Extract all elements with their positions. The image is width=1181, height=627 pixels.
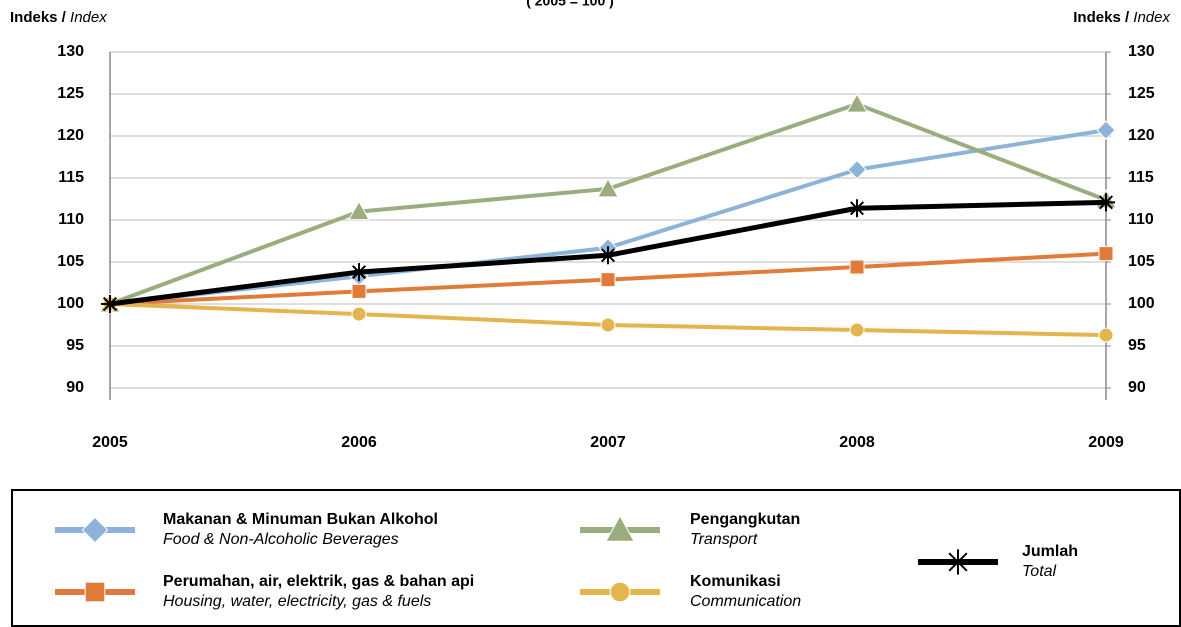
marker <box>609 581 631 603</box>
legend-label-en: Total <box>1022 563 1057 580</box>
marker-shape <box>351 283 367 299</box>
legend-label-en: Communication <box>690 593 801 610</box>
marker <box>351 306 367 322</box>
marker-shape <box>1098 246 1114 262</box>
marker-shape <box>847 159 867 180</box>
y2-tick-label: 115 <box>1128 169 1154 186</box>
marker <box>350 263 368 282</box>
marker-shape <box>605 514 635 542</box>
marker-shape <box>846 93 868 113</box>
y-tick-label: 110 <box>58 211 84 228</box>
legend-box <box>11 489 1181 627</box>
marker-shape <box>351 265 367 280</box>
y-tick-label: 90 <box>66 379 84 396</box>
marker <box>599 246 617 265</box>
marker <box>348 200 370 221</box>
marker-shape <box>609 581 631 603</box>
y-tick-label: 115 <box>58 169 84 186</box>
y-axis-label: Indeks / Index <box>10 9 107 26</box>
marker <box>1098 327 1114 343</box>
marker-shape <box>597 177 619 198</box>
marker-shape <box>948 552 968 572</box>
marker <box>849 322 865 338</box>
marker-shape <box>81 516 109 544</box>
marker <box>351 283 367 299</box>
marker <box>84 581 106 603</box>
marker-shape <box>1098 327 1114 343</box>
legend-item: Pengangkutan Transport <box>580 511 800 548</box>
marker <box>849 259 865 275</box>
marker-shape <box>351 306 367 322</box>
y-tick-label: 130 <box>57 43 84 60</box>
marker <box>945 549 971 575</box>
x-tick-label: 2008 <box>839 434 875 451</box>
y-tick-label: 120 <box>57 127 84 144</box>
y2-tick-label: 125 <box>1128 85 1155 102</box>
legend-label-en: Transport <box>690 531 758 548</box>
marker-shape <box>84 581 106 603</box>
marker-shape <box>600 272 616 288</box>
legend-label: Komunikasi <box>690 573 781 590</box>
marker-shape <box>849 322 865 338</box>
legend-label: Pengangkutan <box>690 511 800 528</box>
marker <box>848 199 866 218</box>
legend-label: Perumahan, air, elektrik, gas & bahan ap… <box>163 573 474 590</box>
marker <box>847 159 867 180</box>
marker <box>597 177 619 198</box>
x-tick-label: 2007 <box>590 434 626 451</box>
y2-tick-label: 110 <box>1128 211 1154 228</box>
legend-label-en: Housing, water, electricity, gas & fuels <box>163 593 431 610</box>
marker <box>1096 120 1116 140</box>
marker <box>605 514 635 542</box>
legend-item: Perumahan, air, elektrik, gas & bahan ap… <box>55 573 474 610</box>
y2-tick-label: 105 <box>1128 253 1155 270</box>
marker-shape <box>1098 195 1114 210</box>
y2-tick-label: 130 <box>1128 43 1155 60</box>
marker-shape <box>102 296 118 312</box>
marker <box>81 516 109 544</box>
legend-item: Komunikasi Communication <box>580 573 801 610</box>
y2-label-en: Index <box>1133 9 1170 26</box>
marker-shape <box>849 259 865 275</box>
marker-shape <box>1096 120 1116 140</box>
y2-tick-label: 95 <box>1128 337 1146 354</box>
legend-label: Makanan & Minuman Bukan Alkohol <box>163 511 438 528</box>
marker-shape <box>600 248 616 263</box>
legend-label: Jumlah <box>1022 543 1078 560</box>
y-tick-label: 100 <box>57 295 84 312</box>
y2-tick-label: 90 <box>1128 379 1146 396</box>
y2-tick-label: 120 <box>1128 127 1155 144</box>
x-tick-label: 2005 <box>92 434 128 451</box>
y-tick-label: 105 <box>57 253 84 270</box>
x-tick-label: 2009 <box>1088 434 1124 451</box>
legend-item: Jumlah Total <box>918 543 1078 580</box>
marker <box>600 317 616 333</box>
marker-shape <box>600 317 616 333</box>
y-label-en: Index <box>70 9 107 26</box>
chart-subtitle: ( 2005 = 100 ) <box>526 0 614 9</box>
marker <box>1098 246 1114 262</box>
y2-axis-label: Indeks / Index <box>1073 9 1170 26</box>
marker-shape <box>849 201 865 216</box>
marker <box>1097 193 1115 212</box>
marker <box>846 93 868 113</box>
y2-label: Indeks / <box>1073 9 1130 26</box>
legend-item: Makanan & Minuman Bukan Alkohol Food & No… <box>55 511 438 548</box>
y-tick-label: 95 <box>66 337 84 354</box>
x-tick-label: 2006 <box>341 434 377 451</box>
marker <box>101 295 119 313</box>
legend-label-en: Food & Non-Alcoholic Beverages <box>163 531 399 548</box>
marker <box>600 272 616 288</box>
y-label: Indeks / <box>10 9 67 26</box>
y2-tick-label: 100 <box>1128 295 1155 312</box>
marker-shape <box>348 200 370 221</box>
y-tick-label: 125 <box>57 85 84 102</box>
